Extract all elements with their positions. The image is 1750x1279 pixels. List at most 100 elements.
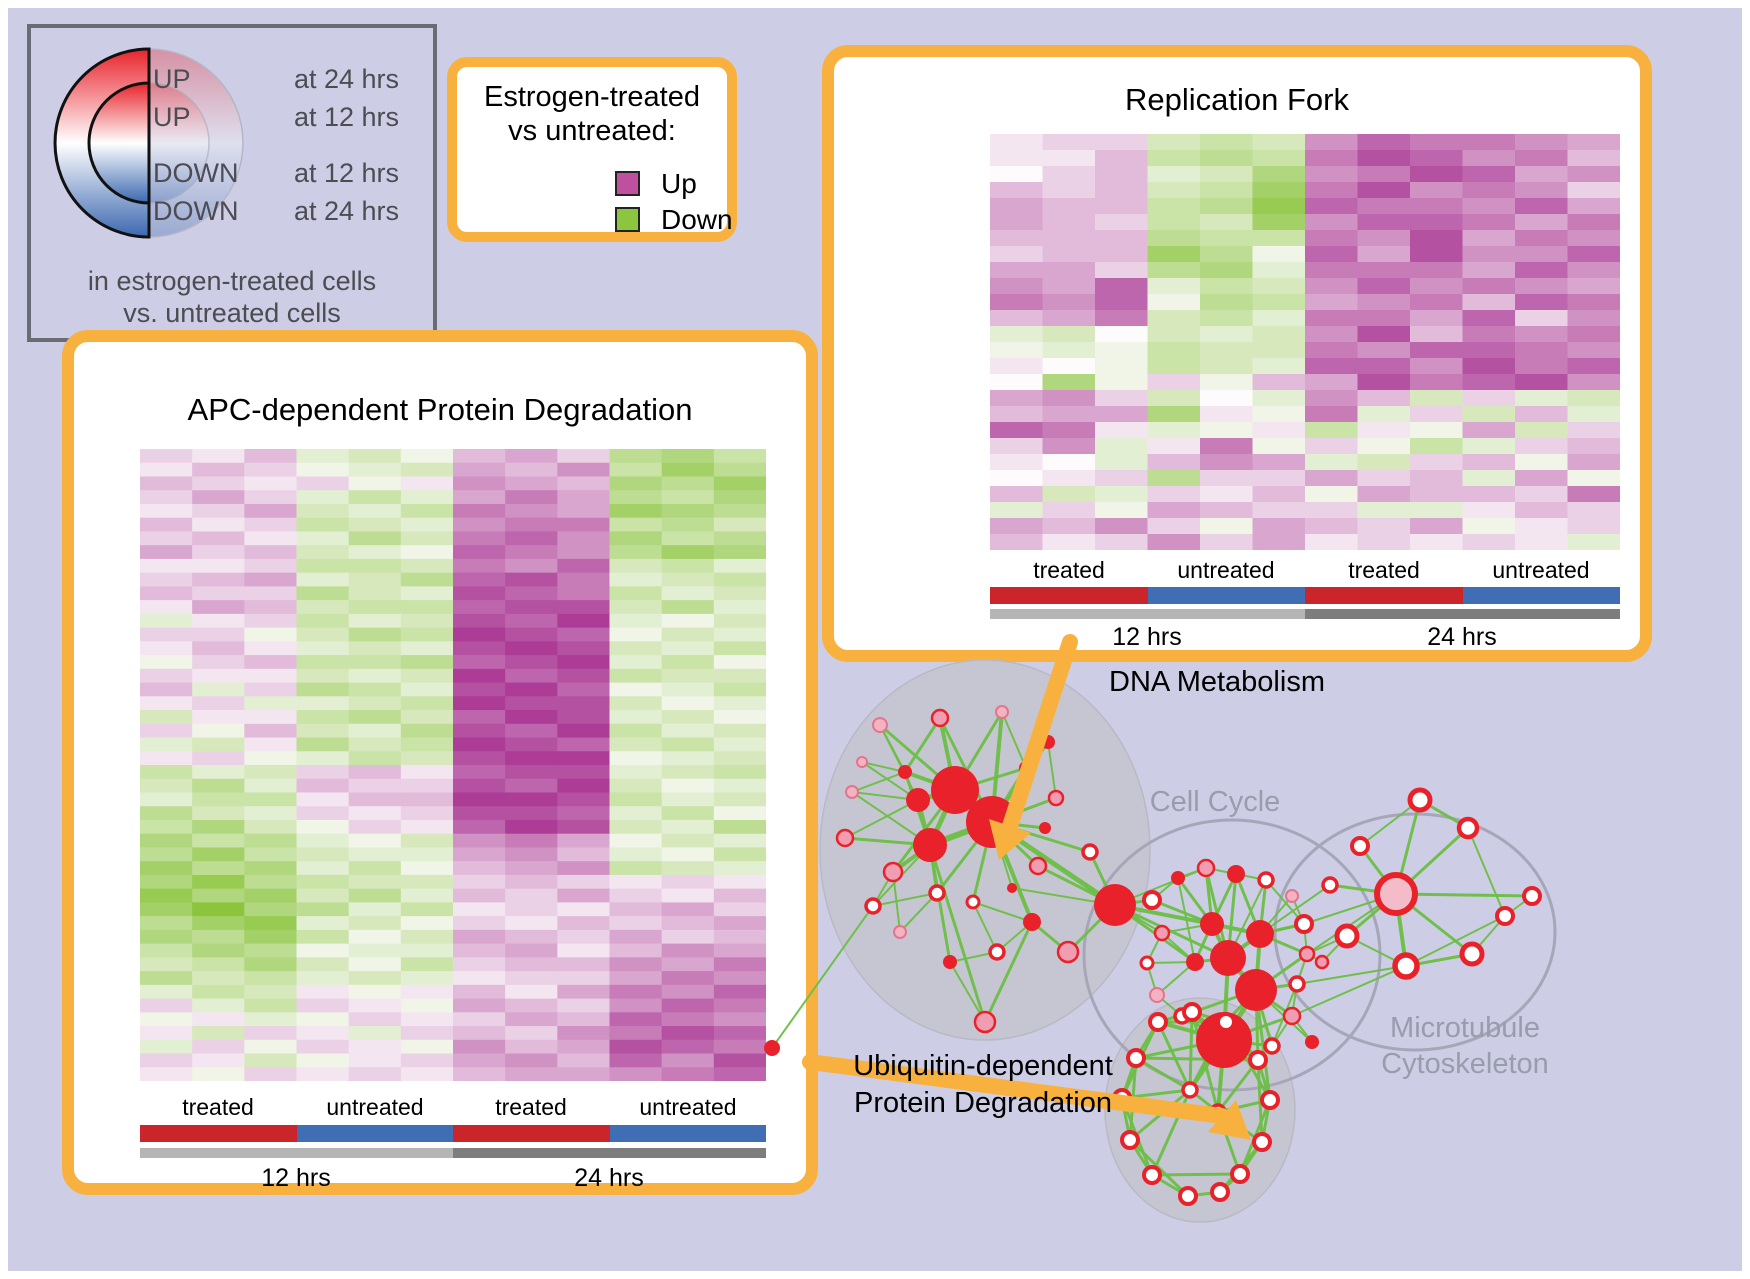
network-edge bbox=[1258, 878, 1268, 936]
network-edge bbox=[1150, 1172, 1242, 1177]
heatmap-cell bbox=[296, 710, 350, 725]
heatmap-cell bbox=[453, 943, 506, 958]
heatmap-cell bbox=[505, 600, 558, 615]
microtubule-label-line2: Cytoskeleton bbox=[1381, 1048, 1549, 1080]
heatmap-cell bbox=[244, 572, 298, 587]
apc-group-label-1: treated bbox=[182, 1094, 254, 1120]
heatmap-cell bbox=[1462, 150, 1516, 167]
heatmap-cell bbox=[1147, 518, 1201, 535]
heatmap-cell bbox=[557, 792, 611, 807]
heatmap-cell bbox=[713, 600, 766, 615]
network-edge bbox=[1306, 893, 1397, 955]
heatmap-cell bbox=[400, 710, 454, 725]
heatmap-cell bbox=[244, 792, 298, 807]
heatmap-cell bbox=[1462, 198, 1516, 215]
network-edge bbox=[1193, 922, 1214, 964]
network-edge bbox=[1358, 844, 1398, 896]
heatmap-cell bbox=[1095, 390, 1149, 407]
heatmap-cell bbox=[400, 1053, 454, 1068]
heatmap-cell bbox=[557, 778, 611, 794]
heatmap-cell bbox=[609, 613, 663, 629]
heatmap-cell bbox=[661, 545, 715, 560]
heatmap-cell bbox=[453, 545, 506, 560]
heatmap-cell bbox=[1042, 390, 1096, 407]
heatmap-cell bbox=[192, 545, 245, 560]
network-edge bbox=[1190, 1010, 1226, 1042]
heatmap-cell bbox=[453, 476, 506, 491]
heatmap-cell bbox=[661, 572, 715, 587]
heatmap-cell bbox=[1305, 342, 1359, 359]
heatmap-cell bbox=[140, 751, 193, 766]
heatmap-cell bbox=[661, 1039, 715, 1055]
network-edge bbox=[1177, 877, 1196, 963]
heatmap-cell bbox=[296, 819, 350, 835]
network-edge bbox=[899, 892, 938, 933]
heatmap-cell bbox=[661, 613, 715, 629]
heatmap-cell bbox=[1357, 214, 1411, 231]
heatmap-cell bbox=[1357, 470, 1411, 487]
heatmap-cell bbox=[244, 517, 298, 533]
heatmap-cell bbox=[348, 641, 402, 656]
network-edge bbox=[935, 820, 994, 895]
heatmap-cell bbox=[192, 558, 245, 574]
heatmap-cell bbox=[661, 696, 715, 711]
network-edge bbox=[1255, 989, 1313, 1043]
heatmap-cell bbox=[1252, 358, 1306, 375]
apc-panel: APC-dependent Protein Degradation treate… bbox=[62, 330, 818, 1195]
heatmap-cell bbox=[713, 476, 766, 491]
heatmap-cell bbox=[400, 1067, 454, 1081]
heatmap-cell bbox=[713, 723, 766, 739]
network-edge bbox=[1150, 898, 1214, 926]
network-edge bbox=[1088, 850, 1117, 907]
heatmap-cell bbox=[244, 902, 298, 917]
heatmap-cell bbox=[348, 833, 402, 849]
heatmap-cell bbox=[609, 627, 663, 642]
heatmap-cell bbox=[453, 984, 506, 1000]
heatmap-cell bbox=[661, 861, 715, 876]
network-edge bbox=[1345, 892, 1398, 938]
heatmap-cell bbox=[713, 957, 766, 972]
network-edge bbox=[1225, 955, 1259, 993]
network-edge bbox=[1025, 741, 1049, 769]
heatmap-cell bbox=[505, 984, 558, 1000]
heatmap-cell bbox=[1095, 150, 1149, 167]
heatmap-cell bbox=[348, 462, 402, 478]
network-node bbox=[1216, 1012, 1236, 1032]
heatmap-cell bbox=[348, 586, 402, 601]
heatmap-cell bbox=[1462, 246, 1516, 263]
heatmap-cell bbox=[1042, 278, 1096, 295]
heatmap-cell bbox=[1357, 182, 1411, 199]
heatmap-cell bbox=[192, 778, 245, 794]
heatmap-cell bbox=[1515, 406, 1569, 423]
heatmap-cell bbox=[1200, 278, 1254, 295]
heatmap-cell bbox=[192, 1026, 245, 1041]
network-node bbox=[1282, 1006, 1302, 1026]
network-edge bbox=[1188, 1020, 1228, 1092]
network-edge bbox=[1134, 1020, 1160, 1060]
heatmap-cell bbox=[505, 943, 558, 958]
heatmap-cell bbox=[1042, 294, 1096, 311]
heatmap-cell bbox=[661, 874, 715, 890]
network-node bbox=[1246, 920, 1274, 948]
heatmap-cell bbox=[713, 503, 766, 519]
heatmap-cell bbox=[348, 929, 402, 945]
network-node bbox=[1056, 940, 1080, 964]
heatmap-cell bbox=[1357, 422, 1411, 439]
network-node bbox=[931, 766, 979, 814]
heatmap-cell bbox=[1147, 422, 1201, 439]
rep-24hr-label: 24 hrs bbox=[1427, 623, 1497, 651]
heatmap-cell bbox=[1515, 134, 1569, 151]
heatmap-cell bbox=[140, 765, 193, 780]
heatmap-cell bbox=[1515, 342, 1569, 359]
heatmap-cell bbox=[1567, 358, 1620, 375]
heatmap-cell bbox=[661, 517, 715, 533]
heatmap-cell bbox=[244, 778, 298, 794]
heatmap-cell bbox=[400, 490, 454, 505]
heatmap-cell bbox=[1147, 230, 1201, 247]
network-node bbox=[1321, 876, 1339, 894]
heatmap-cell bbox=[1515, 358, 1569, 375]
heatmap-cell bbox=[1567, 182, 1620, 199]
network-edge bbox=[1222, 956, 1230, 1042]
heatmap-cell bbox=[296, 1067, 350, 1081]
network-node bbox=[1456, 816, 1480, 840]
